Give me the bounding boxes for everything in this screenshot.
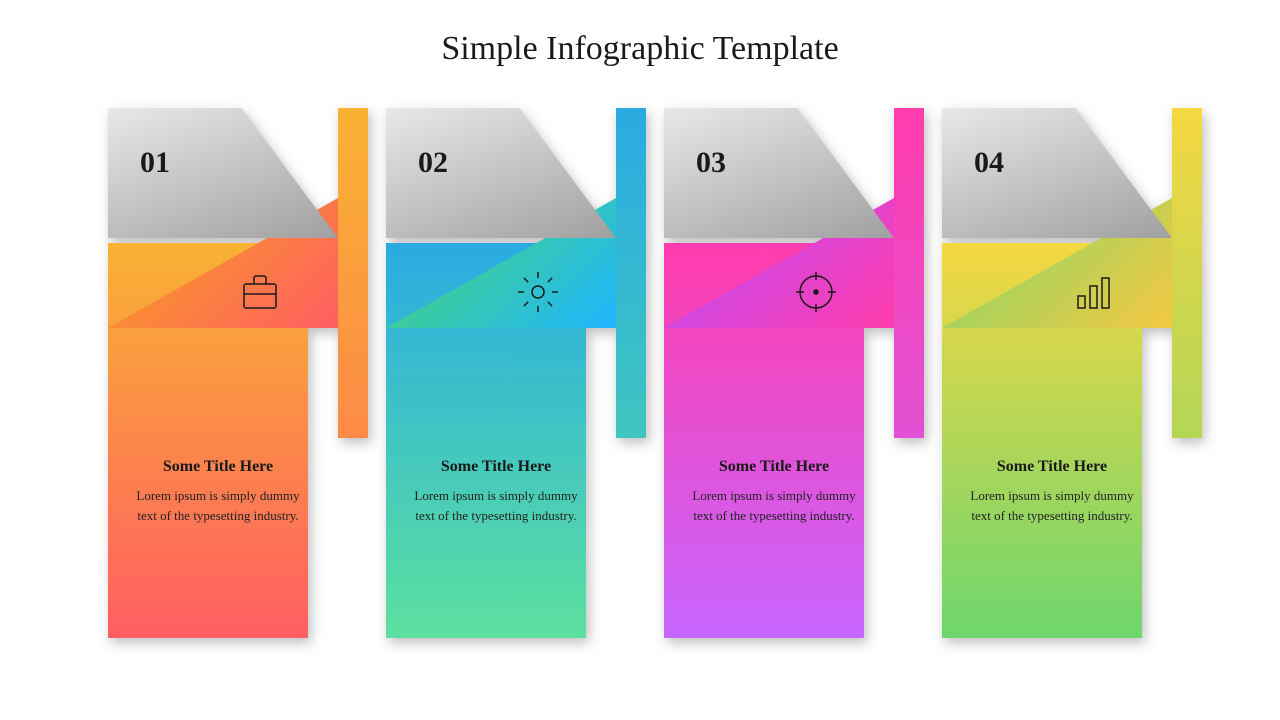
card-notch	[338, 108, 368, 438]
card-number: 03	[696, 146, 726, 180]
bar-chart-icon	[1070, 268, 1118, 316]
card-description: Lorem ipsum is simply dummy text of the …	[128, 486, 308, 525]
card-notch	[1172, 108, 1202, 438]
card-number: 04	[974, 146, 1004, 180]
card-number: 01	[140, 146, 170, 180]
info-card-1: 01 Some Title Here Lorem ipsum is simply…	[108, 108, 338, 638]
card-description: Lorem ipsum is simply dummy text of the …	[406, 486, 586, 525]
card-title: Some Title Here	[406, 458, 586, 476]
card-text: Some Title Here Lorem ipsum is simply du…	[128, 458, 308, 525]
card-text: Some Title Here Lorem ipsum is simply du…	[962, 458, 1142, 525]
card-description: Lorem ipsum is simply dummy text of the …	[684, 486, 864, 525]
card-title: Some Title Here	[684, 458, 864, 476]
card-text: Some Title Here Lorem ipsum is simply du…	[684, 458, 864, 525]
gear-icon	[514, 268, 562, 316]
card-notch	[616, 108, 646, 438]
card-text: Some Title Here Lorem ipsum is simply du…	[406, 458, 586, 525]
card-title: Some Title Here	[128, 458, 308, 476]
card-number: 02	[418, 146, 448, 180]
info-card-2: 02 Some Title Here Lorem ipsum is simply…	[386, 108, 616, 638]
page-title: Simple Infographic Template	[0, 0, 1280, 108]
card-notch	[894, 108, 924, 438]
info-card-3: 03 Some Title Here Lorem ipsum is simply…	[664, 108, 894, 638]
card-description: Lorem ipsum is simply dummy text of the …	[962, 486, 1142, 525]
target-icon	[792, 268, 840, 316]
infographic-cards: 01 Some Title Here Lorem ipsum is simply…	[0, 108, 1280, 638]
briefcase-icon	[236, 268, 284, 316]
card-title: Some Title Here	[962, 458, 1142, 476]
info-card-4: 04 Some Title Here Lorem ipsum is simply…	[942, 108, 1172, 638]
